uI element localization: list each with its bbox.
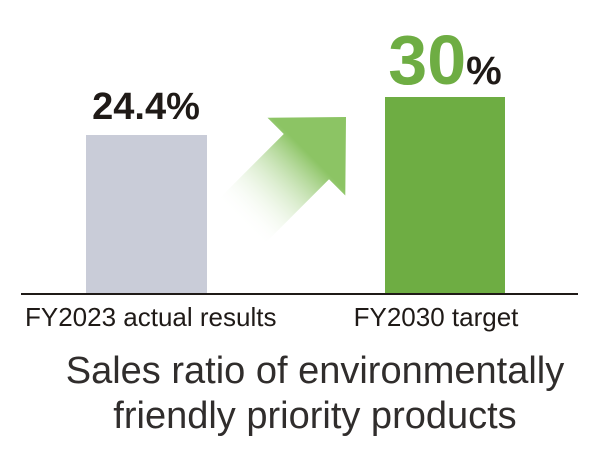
value-label-fy2023: 24.4% — [92, 86, 200, 128]
x-axis-line — [21, 293, 578, 295]
growth-arrow-icon — [217, 117, 346, 246]
value-unit-fy2030: % — [466, 49, 502, 93]
bar-fy2030-target — [385, 97, 505, 294]
chart-title-line2: friendly priority products — [113, 395, 517, 437]
axis-label-fy2030: FY2030 target — [353, 302, 519, 332]
bar-fy2023-actual — [86, 135, 207, 294]
value-label-fy2030: 30% — [345, 25, 545, 115]
value-number-fy2030: 30 — [388, 21, 467, 99]
chart-title-line1: Sales ratio of environmentally — [65, 350, 565, 392]
axis-label-fy2023: FY2023 actual results — [25, 302, 277, 332]
chart-title: Sales ratio of environmentally friendly … — [30, 349, 600, 439]
